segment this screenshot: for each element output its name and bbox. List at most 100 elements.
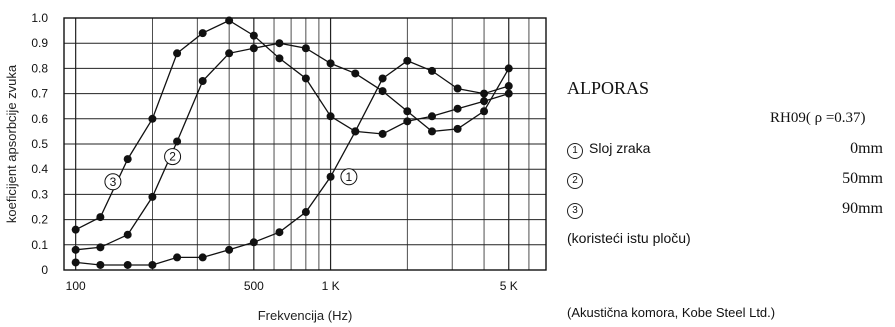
y-tick-label: 0.7 <box>31 87 48 101</box>
series-2-point <box>275 39 284 48</box>
series-marker-label: 3 <box>110 175 117 189</box>
y-tick-label: 1.0 <box>31 11 48 25</box>
series-3-point <box>351 127 360 136</box>
absorption-chart: 0 0.1 0.2 0.3 0.4 0.5 0.6 0.7 0.8 0.9 1.0 100 500 1 … <box>4 11 547 323</box>
series-3-point <box>148 114 157 123</box>
x-tick-label: 500 <box>244 279 264 293</box>
x-tick-labels: 100 500 1 K 5 K <box>66 279 518 293</box>
x-tick-label: 5 K <box>500 279 518 293</box>
legend-row-3: 3 <box>567 200 589 219</box>
series-1-point <box>148 260 157 269</box>
legend-row-3-value: 90mm <box>842 200 883 217</box>
series-1-point <box>428 66 437 75</box>
series-3-point <box>249 31 258 40</box>
series-1-point <box>301 208 310 217</box>
series-2-point <box>378 87 387 96</box>
series-1-point <box>173 253 182 262</box>
series-3-point <box>301 74 310 83</box>
series-3-point <box>453 104 462 113</box>
y-tick-label: 0.9 <box>31 36 48 50</box>
series-3-point <box>123 155 132 164</box>
legend-row-1-label: Sloj zraka <box>589 140 651 156</box>
x-tick-label: 100 <box>66 279 86 293</box>
legend-note: (koristeći istu ploču) <box>567 230 691 246</box>
source-credit: (Akustična komora, Kobe Steel Ltd.) <box>567 305 776 320</box>
series-3-point <box>378 129 387 138</box>
series-1-point <box>480 89 489 98</box>
series-2-point <box>71 245 80 254</box>
y-tick-label: 0.1 <box>31 238 48 252</box>
y-tick-label: 0.5 <box>31 137 48 151</box>
series-2-point <box>173 137 182 146</box>
series-3-line <box>75 19 509 231</box>
series-2-point <box>403 107 412 116</box>
legend-row-2-value: 50mm <box>842 170 883 187</box>
series-1-point <box>249 238 258 247</box>
y-tick-label: 0.4 <box>31 162 48 176</box>
y-tick-label: 0.6 <box>31 112 48 126</box>
series-1-point <box>378 74 387 83</box>
legend-row-2: 2 <box>567 170 589 189</box>
series-3-point <box>428 112 437 121</box>
series-1-point <box>326 172 335 181</box>
series-number-markers: 1 2 3 <box>104 148 358 191</box>
series-marker-circle <box>164 148 182 166</box>
series-1-point <box>96 260 105 269</box>
series-2-point <box>225 49 234 58</box>
series-2-point <box>198 77 207 85</box>
series-1-point <box>504 82 513 91</box>
series-2-point <box>480 107 489 116</box>
legend-row-1-value: 0mm <box>850 140 883 157</box>
series-3-point <box>198 29 207 38</box>
y-tick-label: 0.3 <box>31 187 48 201</box>
series-2-point <box>301 44 310 53</box>
series-2-point <box>504 64 513 73</box>
series-1-point <box>403 56 412 65</box>
series-2-line <box>75 42 510 251</box>
series-1-point <box>71 258 80 267</box>
series-2-point <box>453 124 462 133</box>
y-tick-label: 0 <box>41 263 48 277</box>
y-tick-label: 0.8 <box>31 61 48 75</box>
legend-row-1: 1 Sloj zraka <box>567 140 650 159</box>
series-3-point <box>403 117 412 126</box>
series-marker-label: 2 <box>169 150 176 164</box>
series-1-point <box>453 84 462 93</box>
legend-title: ALPORAS <box>567 78 650 98</box>
series-2-point <box>249 44 258 53</box>
chart-series <box>71 16 513 269</box>
series-2-point <box>351 69 360 78</box>
series-3-point <box>225 16 234 25</box>
x-tick-label: 1 K <box>322 279 340 293</box>
chart-axes <box>63 17 547 271</box>
series-1-point <box>225 245 234 254</box>
series-1-line <box>75 60 509 266</box>
series-2-point <box>96 243 105 252</box>
series-2-point <box>326 59 335 68</box>
series-marker-circle <box>104 173 122 191</box>
series-3-point <box>71 225 80 234</box>
series-3-point <box>480 97 489 106</box>
series-3-point <box>504 89 513 98</box>
series-3-point <box>326 112 335 121</box>
legend-row-1-number: 1 <box>567 143 583 159</box>
legend-row-2-number: 2 <box>567 173 583 189</box>
y-tick-labels: 0 0.1 0.2 0.3 0.4 0.5 0.6 0.7 0.8 0.9 1.0 <box>31 11 48 277</box>
series-1-point <box>123 260 132 269</box>
series-3-point <box>173 49 182 58</box>
y-axis-label: koeficijent apsorbcije zvuka <box>4 64 19 223</box>
series-1-point <box>275 228 284 237</box>
series-2-point <box>123 230 132 239</box>
series-1-point <box>198 253 207 262</box>
y-tick-label: 0.2 <box>31 213 48 227</box>
legend-row-3-number: 3 <box>567 203 583 219</box>
series-2-point <box>428 127 437 136</box>
plot-frame <box>63 17 547 271</box>
chart-grid <box>63 17 547 270</box>
series-3-point <box>96 213 105 222</box>
series-marker-circle <box>340 168 358 186</box>
series-3-point <box>275 54 284 63</box>
series-2-point <box>148 192 157 201</box>
x-axis-label: Frekvencija (Hz) <box>258 308 353 323</box>
legend-model: RH09( ρ =0.37) <box>770 110 866 126</box>
